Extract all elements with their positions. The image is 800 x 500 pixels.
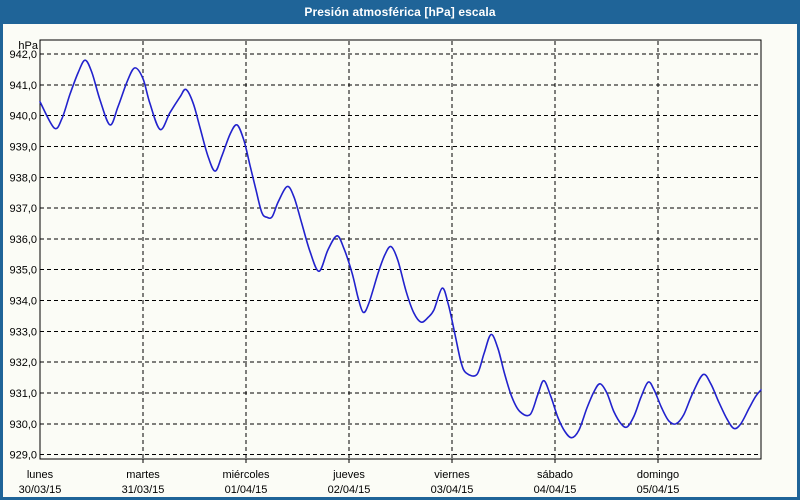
title-bar: Presión atmosférica [hPa] escala — [0, 0, 800, 24]
y-tick-label: 929,0 — [9, 450, 37, 462]
y-tick-label: 940,0 — [9, 111, 37, 123]
y-tick-label: 941,0 — [9, 80, 37, 92]
plot-border — [39, 39, 762, 460]
y-tick-label: 937,0 — [9, 203, 37, 215]
y-tick-label: 933,0 — [9, 326, 37, 338]
x-day-date-label: 03/04/15 — [431, 484, 474, 496]
x-day-name-label: sábado — [537, 469, 573, 481]
y-tick-label: 942,0 — [9, 49, 37, 61]
y-tick-label: 931,0 — [9, 388, 37, 400]
x-day-name-label: lunes — [27, 469, 54, 481]
x-day-date-label: 04/04/15 — [534, 484, 577, 496]
x-day-date-label: 02/04/15 — [328, 484, 371, 496]
y-tick-label: 935,0 — [9, 265, 37, 277]
y-tick-label: 932,0 — [9, 357, 37, 369]
y-tick-label: 930,0 — [9, 419, 37, 431]
x-day-date-label: 01/04/15 — [225, 484, 268, 496]
x-day-date-label: 30/03/15 — [19, 484, 62, 496]
x-day-name-label: miércoles — [222, 469, 270, 481]
x-day-date-label: 31/03/15 — [122, 484, 165, 496]
y-tick-label: 939,0 — [9, 141, 37, 153]
x-day-name-label: domingo — [637, 469, 679, 481]
x-day-name-label: viernes — [434, 469, 470, 481]
chart-panel — [3, 24, 797, 497]
y-tick-label: 934,0 — [9, 296, 37, 308]
x-day-name-label: martes — [126, 469, 160, 481]
y-tick-label: 938,0 — [9, 172, 37, 184]
x-day-name-label: jueves — [332, 469, 365, 481]
x-day-date-label: 05/04/15 — [637, 484, 680, 496]
y-axis-unit-label: hPa — [18, 40, 38, 52]
chart-title: Presión atmosférica [hPa] escala — [304, 5, 496, 19]
pressure-line — [39, 59, 762, 439]
y-tick-label: 936,0 — [9, 234, 37, 246]
